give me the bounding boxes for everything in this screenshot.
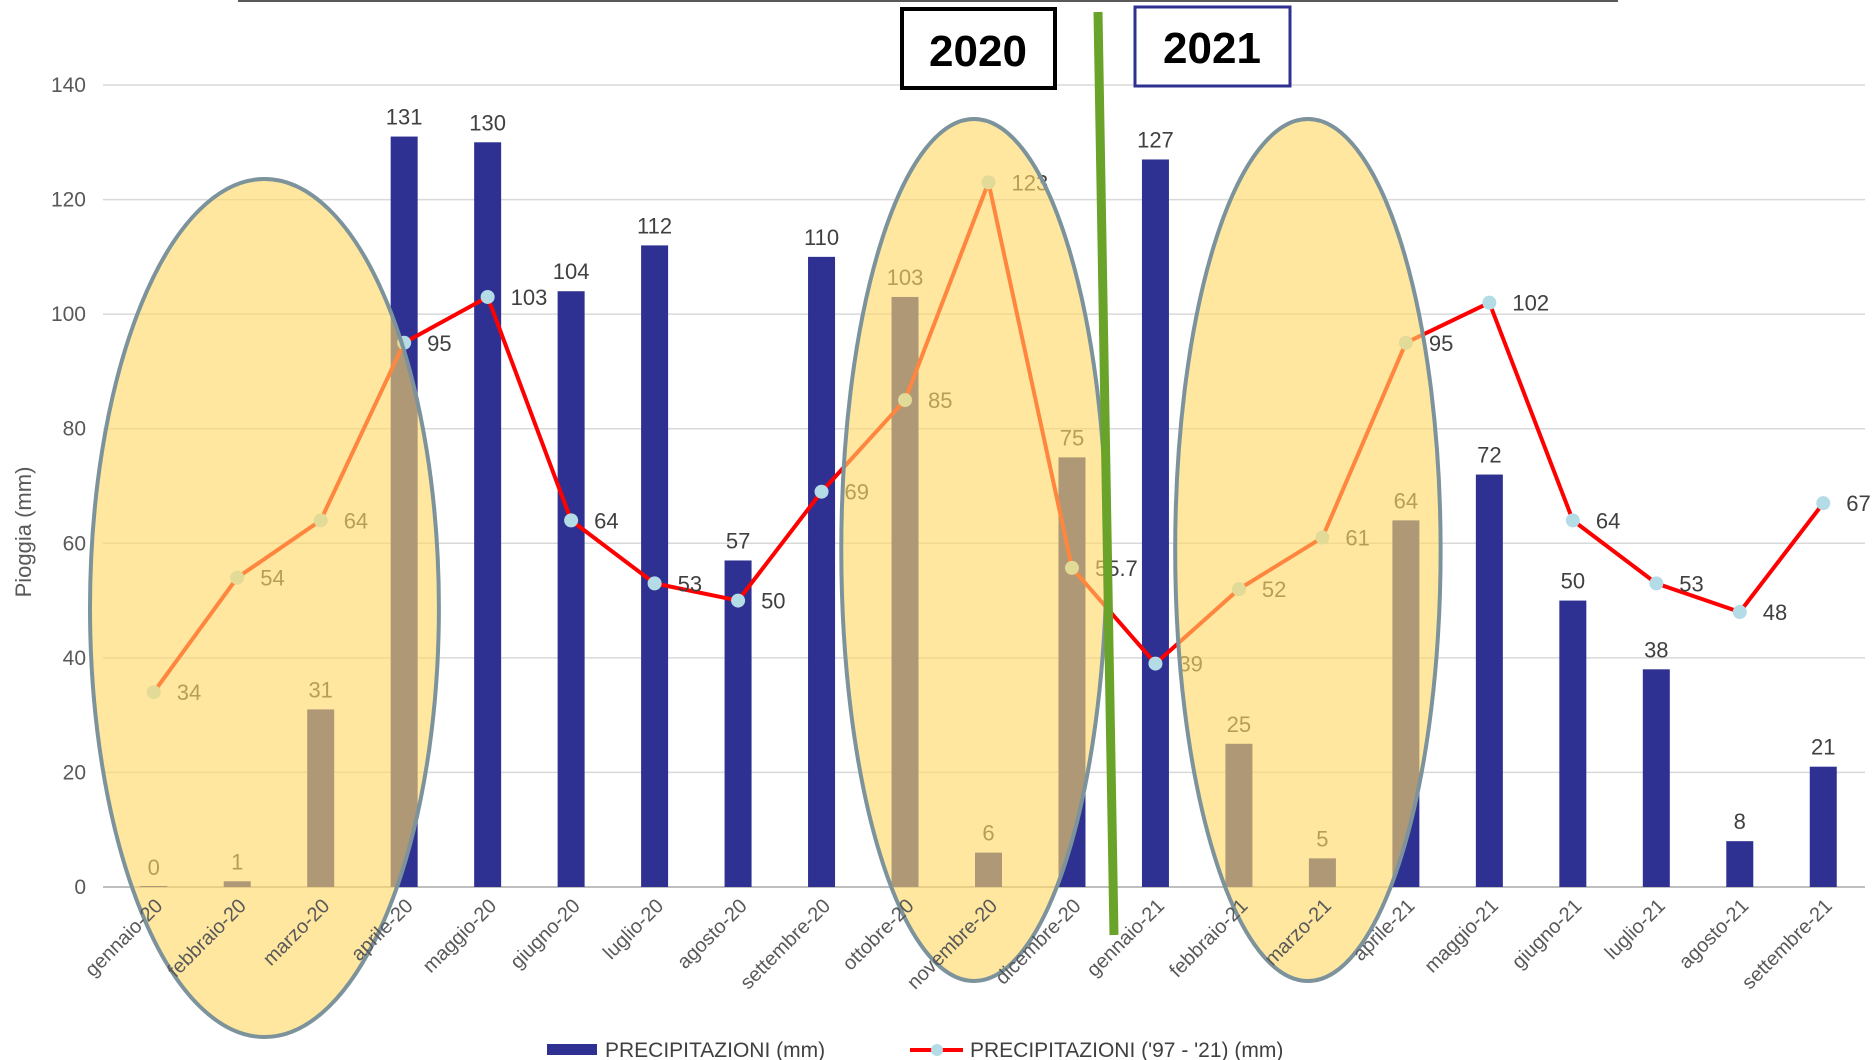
year-box-2020-frame [900, 7, 1057, 90]
line-point [480, 289, 495, 304]
legend-swatch-marker [931, 1044, 943, 1056]
highlight-oval [839, 117, 1109, 983]
x-tick-label: luglio-20 [599, 895, 668, 964]
bar-value-label: 21 [1811, 735, 1835, 760]
line-point [1482, 295, 1497, 310]
bar-value-label: 8 [1734, 809, 1746, 834]
x-tick-label: ottobre-20 [839, 895, 919, 975]
year-label-2021: 2021 [1163, 24, 1261, 73]
x-tick-label: settembre-21 [1738, 895, 1837, 994]
line-point [564, 513, 579, 528]
line-point [1565, 513, 1580, 528]
bar-value-label: 57 [726, 528, 750, 553]
line-point [731, 593, 746, 608]
bar-value-label: 127 [1137, 127, 1174, 152]
line-value-label: 53 [678, 571, 702, 596]
line-point [1148, 656, 1163, 671]
bar [1559, 600, 1587, 887]
y-tick-label: 120 [51, 189, 86, 212]
year-box-2021-frame [1133, 5, 1292, 88]
y-axis: 0 20 40 60 80 100 120 140 [51, 74, 86, 899]
y-tick-label: 100 [51, 303, 86, 326]
line-value-label: 64 [1596, 508, 1620, 533]
line-value-label: 64 [594, 508, 618, 533]
line-point [647, 576, 662, 591]
line-value-label: 102 [1512, 291, 1549, 316]
x-tick-label: giugno-21 [1508, 895, 1586, 973]
year-label-2020: 2020 [929, 27, 1027, 76]
bar-value-label: 104 [553, 259, 590, 284]
line-point [1732, 605, 1747, 620]
x-tick-label: agosto-21 [1675, 895, 1753, 973]
line-value-label: 103 [511, 285, 548, 310]
bar-value-label: 38 [1644, 637, 1668, 662]
bar [1475, 474, 1503, 887]
legend-label-bars: PRECIPITAZIONI (mm) [605, 1039, 825, 1060]
bar-value-label: 72 [1477, 443, 1501, 468]
bar-value-label: 110 [804, 225, 839, 250]
highlight-oval [1173, 117, 1443, 983]
bar [1726, 841, 1754, 887]
line-value-label: 48 [1763, 600, 1787, 625]
x-tick-label: febbraio-21 [1165, 895, 1252, 982]
x-tick-label: maggio-21 [1421, 895, 1503, 977]
bar-value-label: 131 [386, 105, 423, 130]
legend-swatch-bars [547, 1044, 597, 1055]
line-value-label: 95 [427, 331, 451, 356]
line-value-label: 95 [1429, 331, 1453, 356]
x-tick-label: luglio-21 [1601, 895, 1670, 964]
bar [557, 291, 585, 887]
bar [474, 142, 502, 888]
legend-label-line: PRECIPITAZIONI ('97 - '21) (mm) [970, 1039, 1283, 1060]
y-axis-title: Pioggia (mm) [11, 467, 36, 598]
x-tick-label: giugno-20 [506, 895, 584, 973]
y-tick-label: 140 [51, 74, 86, 97]
year-box-2020: 2020 [900, 7, 1057, 90]
bar [1141, 159, 1169, 887]
year-box-2021: 2021 [1133, 5, 1292, 88]
y-tick-label: 20 [63, 761, 86, 784]
highlight-ovals [88, 117, 1443, 1039]
highlight-oval [88, 177, 441, 1039]
line-point [1649, 576, 1664, 591]
x-tick-label: settembre-20 [736, 895, 835, 994]
legend: PRECIPITAZIONI (mm) PRECIPITAZIONI ('97 … [547, 1039, 1283, 1060]
line-value-label: 50 [761, 589, 785, 614]
line-point [1816, 496, 1831, 511]
x-tick-label: gennaio-21 [1083, 895, 1169, 981]
line-point [814, 484, 829, 499]
y-tick-label: 60 [63, 532, 86, 555]
bar-value-label: 50 [1561, 569, 1585, 594]
bar-value-label: 130 [469, 110, 506, 135]
y-tick-label: 80 [63, 418, 86, 441]
line-value-label: 67 [1846, 491, 1870, 516]
bar [1642, 669, 1670, 887]
y-tick-label: 40 [63, 647, 86, 670]
x-tick-label: agosto-20 [673, 895, 751, 973]
line-value-label: 53 [1679, 571, 1703, 596]
bar [1809, 766, 1837, 887]
bar [808, 256, 836, 887]
bar-value-label: 112 [637, 213, 672, 238]
bar [724, 560, 752, 887]
y-tick-label: 0 [74, 876, 86, 899]
x-tick-label: maggio-20 [419, 895, 501, 977]
bar [641, 245, 669, 887]
year-divider-line [1093, 11, 1119, 936]
